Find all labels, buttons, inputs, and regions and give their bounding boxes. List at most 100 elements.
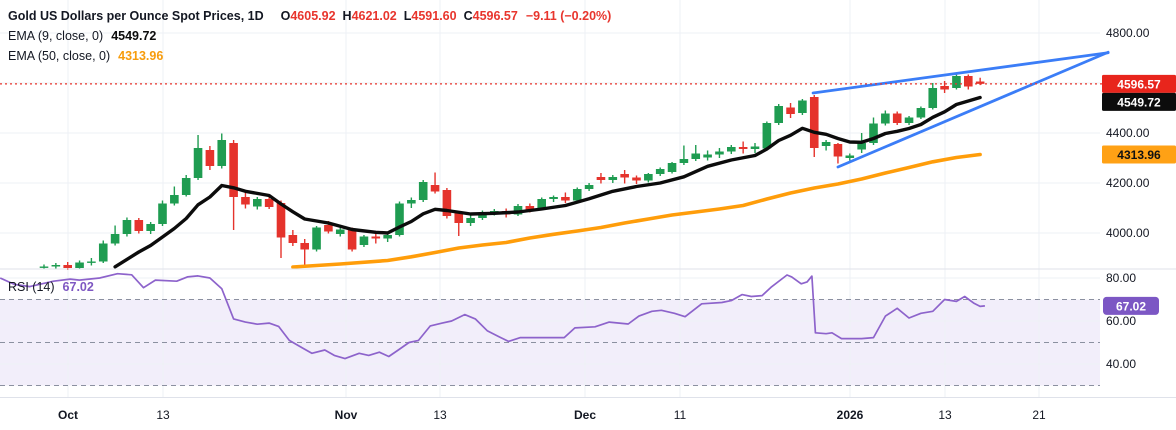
time-tick-label: Oct <box>58 408 78 422</box>
candle-body <box>241 197 250 205</box>
candle <box>513 204 523 216</box>
rsi-line <box>0 272 985 360</box>
candle <box>241 191 250 209</box>
candle-body <box>134 220 144 231</box>
candle <box>51 263 61 269</box>
candle <box>644 173 653 183</box>
candle-body <box>312 227 321 250</box>
candle <box>288 230 298 246</box>
candle-body <box>738 147 748 149</box>
candle-body <box>916 108 926 118</box>
candle-body <box>466 218 475 223</box>
candle-body <box>193 148 203 178</box>
candle <box>715 148 724 158</box>
candle-body <box>229 143 238 197</box>
candle <box>845 153 855 161</box>
badge-text: 4549.72 <box>1117 95 1161 109</box>
candle <box>205 146 215 170</box>
time-tick-label: 13 <box>433 408 447 422</box>
candle <box>821 140 831 151</box>
candle-body <box>703 154 712 158</box>
candle <box>75 260 84 270</box>
candle-body <box>691 153 701 159</box>
moving-averages <box>113 95 982 269</box>
candle <box>395 201 404 237</box>
candle <box>122 217 132 237</box>
candle-body <box>881 113 890 124</box>
candle-body <box>122 220 132 234</box>
candle <box>703 150 712 161</box>
candle <box>727 145 736 154</box>
candle-body <box>537 199 546 210</box>
time-tick-label: 11 <box>674 408 687 422</box>
badge-bg <box>1103 296 1159 315</box>
candle <box>454 211 464 236</box>
candle-body <box>63 265 72 268</box>
candle-body <box>335 229 345 234</box>
candle-body <box>217 140 227 166</box>
candle <box>170 186 179 206</box>
wedge-lower-trendline[interactable] <box>836 50 1110 169</box>
candle-body <box>833 144 843 157</box>
candle <box>620 170 629 184</box>
candle <box>229 140 238 230</box>
candle <box>691 145 701 161</box>
rsi-tick-label: 60.00 <box>1106 314 1136 328</box>
candle-body <box>596 177 606 180</box>
candle-body <box>869 123 878 143</box>
candle <box>300 239 309 268</box>
price-tick-label: 4400.00 <box>1106 126 1150 140</box>
candle-body <box>644 174 653 181</box>
badge-bg <box>1102 145 1176 164</box>
candle <box>347 227 357 252</box>
candle <box>134 218 144 234</box>
candle <box>146 222 155 234</box>
candle-body <box>655 169 665 174</box>
candle-body <box>727 147 736 152</box>
candle <box>881 110 890 126</box>
candle-body <box>264 199 274 207</box>
badge-bg <box>1102 74 1176 93</box>
time-tick-label: 13 <box>156 408 170 422</box>
wedge-upper-trendline[interactable] <box>811 51 1110 95</box>
candle <box>312 226 321 252</box>
candle-body <box>679 159 689 163</box>
candle-body <box>146 224 155 231</box>
pane-separators <box>0 268 1176 398</box>
candle <box>335 228 345 237</box>
candle-body <box>584 185 594 189</box>
candle-body <box>975 81 985 84</box>
candle-body <box>347 229 357 250</box>
candle-body <box>762 123 772 149</box>
price-badge-ema50: 4313.96 <box>1102 145 1176 164</box>
candle-body <box>513 206 523 215</box>
candle <box>549 195 558 202</box>
rsi-tick-label: 40.00 <box>1106 357 1136 371</box>
price-axis[interactable]: 4800.00 4400.00 4200.00 4000.00 80.00 60.00 40… <box>1102 26 1176 371</box>
candle <box>561 192 570 203</box>
candle-body <box>632 177 641 181</box>
price-badge-last: 4596.57 <box>1102 74 1176 93</box>
candle-body <box>442 190 452 216</box>
candle <box>430 172 440 194</box>
candle <box>655 167 665 176</box>
candle <box>264 195 274 209</box>
candle <box>928 83 938 110</box>
candle-body <box>525 206 535 210</box>
time-axis[interactable]: Oct 13 Nov 13 Dec 11 2026 13 21 <box>58 408 1046 422</box>
candle-body <box>181 178 191 195</box>
candle <box>217 133 227 169</box>
candle <box>584 183 594 191</box>
candle <box>774 104 783 125</box>
time-tick-label: 13 <box>938 408 952 422</box>
candle-body <box>572 189 582 201</box>
candle <box>904 116 914 125</box>
candle-body <box>418 182 428 200</box>
candle <box>762 121 772 151</box>
time-tick-label: Dec <box>574 408 596 422</box>
candle <box>181 175 191 197</box>
candle-body <box>407 200 416 204</box>
gridlines <box>0 0 1100 398</box>
